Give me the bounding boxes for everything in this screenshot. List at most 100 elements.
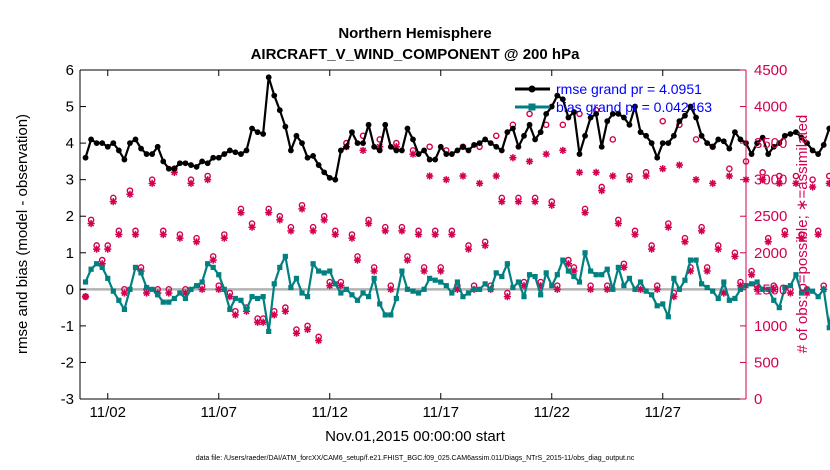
obs-assimilated-point: [248, 223, 256, 231]
obs-assimilated-point: [531, 198, 539, 206]
y-tick-label-right: 4000: [754, 99, 787, 116]
bias-point: [482, 281, 488, 287]
obs-assimilated-point: [564, 260, 572, 268]
bias-point: [471, 286, 477, 292]
bias-point: [543, 270, 549, 276]
obs-possible-point: [492, 132, 500, 140]
rmse-point: [693, 114, 699, 121]
obs-assimilated-point: [303, 325, 312, 334]
rmse-point: [682, 112, 688, 119]
bias-point: [316, 268, 322, 274]
rmse-point: [781, 132, 788, 139]
y-tick-label-left: 4: [66, 135, 74, 152]
bias-point: [699, 281, 705, 287]
rmse-point: [670, 132, 677, 139]
obs-assimilated-point: [398, 227, 406, 235]
bias-point: [282, 253, 288, 260]
x-tick-label: 11/22: [534, 404, 570, 421]
bias-point: [499, 273, 505, 280]
legend-bias-label: bias grand pr = 0.042463: [556, 99, 712, 115]
rmse-point: [82, 154, 89, 161]
rmse-point: [593, 110, 600, 117]
obs-assimilated-point: [686, 267, 695, 275]
obs-assimilated-point: [320, 216, 328, 224]
rmse-point: [337, 147, 344, 154]
data-marks: [81, 74, 830, 345]
bias-point: [166, 299, 172, 305]
obs-assimilated-point: [420, 267, 428, 275]
bias-point: [582, 250, 588, 256]
bias-point: [94, 261, 100, 267]
obs-assimilated-point: [192, 238, 201, 246]
rmse-point: [143, 151, 150, 157]
bias-point: [193, 283, 200, 289]
rmse-point: [404, 125, 411, 132]
bias-point: [510, 284, 516, 291]
y-tick-label-left: 0: [66, 281, 74, 298]
rmse-point: [371, 143, 378, 150]
rmse-point: [115, 147, 122, 154]
rmse-point: [132, 136, 139, 143]
bias-point: [177, 290, 183, 296]
rmse-point: [548, 103, 555, 110]
obs-assimilated-point: [365, 219, 373, 228]
rmse-point: [809, 147, 816, 154]
obs-assimilated-point: [298, 205, 306, 213]
rmse-point: [648, 140, 655, 147]
rmse-point: [476, 140, 483, 147]
rmse-point: [787, 131, 794, 137]
rmse-point: [349, 129, 355, 136]
bias-point: [404, 286, 411, 292]
bias-point: [371, 275, 377, 281]
obs-assimilated-point: [620, 263, 628, 271]
bias-point: [593, 272, 599, 278]
obs-assimilated-point: [770, 285, 778, 293]
x-tick-label: 11/02: [90, 404, 126, 421]
obs-possible-point: [426, 143, 433, 151]
obs-assimilated-point: [764, 238, 772, 246]
rmse-point: [465, 147, 472, 154]
rmse-point: [604, 118, 611, 125]
rmse-point: [565, 114, 572, 121]
bias-point: [565, 268, 571, 274]
bias-point: [238, 297, 244, 303]
rmse-point: [820, 142, 827, 148]
y-tick-label-left: 6: [66, 62, 74, 79]
obs-possible-point: [825, 172, 830, 180]
obs-assimilated-point: [692, 176, 700, 184]
bias-point: [610, 286, 616, 292]
y-tick-label-left: -2: [61, 354, 74, 371]
x-tick-label: 11/07: [201, 404, 237, 421]
bias-point: [826, 325, 830, 331]
bias-point: [293, 275, 300, 281]
obs-assimilated-point: [431, 230, 439, 239]
bias-point: [188, 286, 194, 292]
rmse-point: [632, 103, 638, 110]
rmse-point: [171, 165, 178, 172]
rmse-point: [93, 140, 100, 147]
rmse-point: [426, 156, 433, 163]
obs-assimilated-point: [409, 150, 417, 158]
rmse-point: [299, 140, 305, 147]
rmse-point: [104, 143, 111, 150]
obs-assimilated-point: [270, 311, 278, 319]
rmse-point: [737, 136, 744, 143]
bias-point: [521, 294, 527, 300]
rmse-point: [177, 160, 183, 167]
obs-assimilated-point: [381, 227, 389, 235]
y-tick-label-right: 1000: [754, 318, 787, 335]
bias-point: [704, 284, 710, 291]
bias-point: [599, 272, 605, 278]
legend-rmse-label: rmse grand pr = 4.0951: [556, 81, 702, 97]
rmse-point: [365, 121, 372, 128]
obs-possible-point: [776, 172, 783, 180]
bias-point: [216, 272, 222, 278]
rmse-point: [99, 140, 106, 147]
bias-point: [454, 279, 460, 285]
bias-point: [349, 292, 355, 298]
rmse-point: [504, 129, 511, 136]
obs-assimilated-point: [120, 289, 128, 297]
bias-point: [588, 268, 594, 274]
bias-point: [415, 290, 422, 296]
